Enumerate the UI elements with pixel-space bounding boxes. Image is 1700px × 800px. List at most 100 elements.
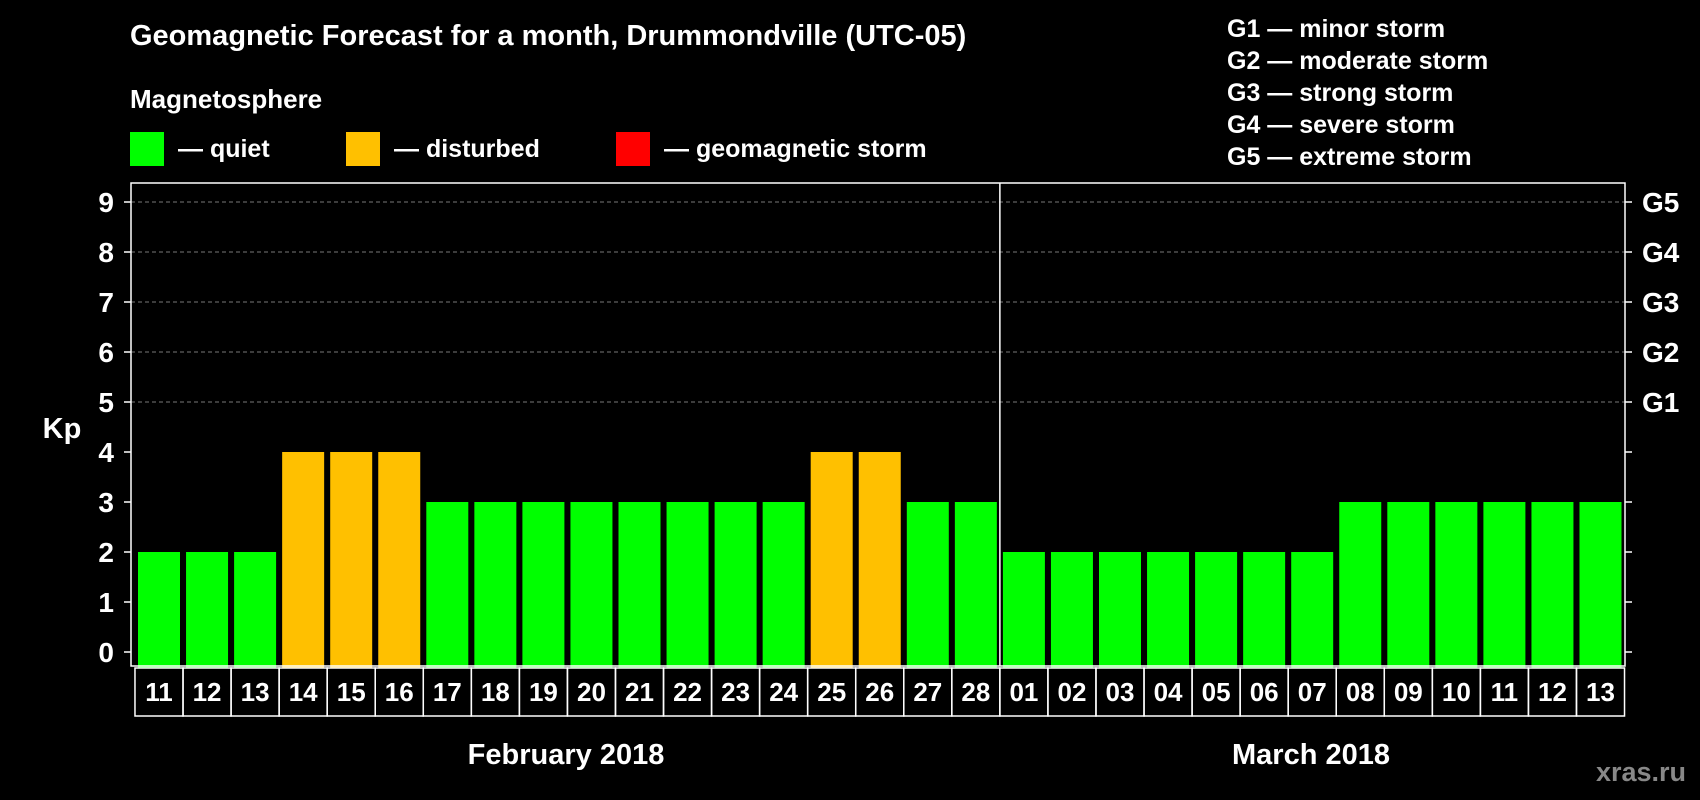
chart-axes <box>124 182 1632 667</box>
g-level-label: G2 <box>1642 337 1679 368</box>
legend-quiet: — quiet <box>130 132 270 166</box>
day-label: 10 <box>1442 677 1471 707</box>
g-legend-item: G3 — strong storm <box>1227 79 1454 107</box>
day-label: 28 <box>961 677 990 707</box>
legend-swatch-storm <box>616 132 650 166</box>
g-legend-item: G5 — extreme storm <box>1227 143 1472 171</box>
day-label: 27 <box>913 677 942 707</box>
y-axis-labels: 0 1 2 3 4 5 6 7 8 9 <box>98 187 114 668</box>
bar-07 <box>1291 552 1334 668</box>
bar-10 <box>1435 502 1478 668</box>
bar-27 <box>906 502 949 668</box>
bar-16 <box>378 452 421 668</box>
g-scale-legend: G1 — minor storm G2 — moderate storm G3 … <box>1227 13 1488 173</box>
day-label: 07 <box>1298 677 1327 707</box>
bar-11 <box>138 552 180 668</box>
month-label: March 2018 <box>1232 739 1390 771</box>
y-tick-label: 0 <box>98 637 114 668</box>
g-level-label: G4 <box>1642 237 1680 268</box>
legend-label-quiet: — quiet <box>178 134 270 163</box>
bar-28 <box>954 502 997 668</box>
y-tick-label: 9 <box>98 187 114 218</box>
bar-05 <box>1195 552 1238 668</box>
day-label: 19 <box>529 677 558 707</box>
day-label: 24 <box>769 677 798 707</box>
bar-12 <box>186 552 229 668</box>
g-legend-item: G4 — severe storm <box>1227 111 1455 139</box>
x-axis-day-labels: 11 12 13 14 15 16 17 18 19 20 21 22 23 24 25 26 27 28 01 02… <box>134 667 1626 717</box>
y-tick-label: 5 <box>98 387 114 418</box>
chart-bars <box>138 452 1622 668</box>
chart-grid <box>131 201 1625 403</box>
day-label: 22 <box>673 677 702 707</box>
day-label: 20 <box>577 677 606 707</box>
bar-03 <box>1099 552 1141 668</box>
day-label-box <box>1575 667 1626 717</box>
day-label: 16 <box>385 677 414 707</box>
bar-26 <box>858 452 901 668</box>
legend-disturbed: — disturbed <box>346 132 540 166</box>
bar-17 <box>426 502 469 668</box>
day-label: 17 <box>433 677 462 707</box>
month-label: February 2018 <box>468 739 665 771</box>
day-label: 11 <box>145 677 173 707</box>
bar-25 <box>810 452 853 668</box>
bar-09 <box>1387 502 1430 668</box>
legend-label-storm: — geomagnetic storm <box>664 134 927 163</box>
bar-01 <box>1002 552 1045 668</box>
y-tick-label: 7 <box>98 287 114 318</box>
day-label: 01 <box>1009 677 1038 707</box>
chart-title: Geomagnetic Forecast for a month, Drummo… <box>130 20 967 52</box>
g-level-label: G5 <box>1642 187 1679 218</box>
day-label: 05 <box>1202 677 1231 707</box>
bar-15 <box>330 452 373 668</box>
day-label: 02 <box>1057 677 1086 707</box>
y-tick-label: 2 <box>98 537 114 568</box>
day-label: 13 <box>1586 677 1615 707</box>
bar-13 <box>234 552 277 668</box>
bar-14 <box>282 452 325 668</box>
bar-06 <box>1243 552 1286 668</box>
day-label: 26 <box>865 677 894 707</box>
bar-02 <box>1050 552 1093 668</box>
bar-24 <box>762 502 805 668</box>
bar-22 <box>666 502 709 668</box>
g-level-label: G1 <box>1642 387 1679 418</box>
day-label: 08 <box>1346 677 1375 707</box>
day-label: 14 <box>289 677 318 707</box>
day-label: 12 <box>1538 677 1567 707</box>
day-label: 11 <box>1491 677 1519 707</box>
g-level-label: G3 <box>1642 287 1679 318</box>
y-tick-label: 1 <box>98 587 114 618</box>
day-label: 12 <box>193 677 222 707</box>
g-legend-item: G1 — minor storm <box>1227 15 1446 43</box>
day-label: 18 <box>481 677 510 707</box>
right-axis-labels: G1 G2 G3 G4 G5 <box>1642 187 1680 418</box>
day-label: 03 <box>1106 677 1135 707</box>
day-label: 15 <box>337 677 366 707</box>
magnetosphere-title: Magnetosphere <box>130 84 323 114</box>
plot-frame <box>130 182 1626 667</box>
day-label: 04 <box>1154 677 1183 707</box>
day-label: 25 <box>817 677 846 707</box>
bar-18 <box>474 502 517 668</box>
y-tick-label: 4 <box>98 437 114 468</box>
bar-08 <box>1339 502 1382 668</box>
watermark: xras.ru <box>1595 757 1686 787</box>
legend-label-disturbed: — disturbed <box>394 134 540 163</box>
month-labels: February 2018 March 2018 <box>468 739 1390 771</box>
bar-04 <box>1147 552 1190 668</box>
bar-21 <box>618 502 661 668</box>
bar-23 <box>714 502 757 668</box>
legend-storm: — geomagnetic storm <box>616 132 927 166</box>
y-tick-label: 3 <box>98 487 114 518</box>
day-label: 13 <box>241 677 270 707</box>
g-legend-item: G2 — moderate storm <box>1227 47 1489 75</box>
y-tick-label: 8 <box>98 237 114 268</box>
y-axis-title: Kp <box>43 413 82 445</box>
legend-swatch-disturbed <box>346 132 380 166</box>
bar-11 <box>1483 502 1526 668</box>
bar-19 <box>522 502 565 668</box>
y-tick-label: 6 <box>98 337 114 368</box>
